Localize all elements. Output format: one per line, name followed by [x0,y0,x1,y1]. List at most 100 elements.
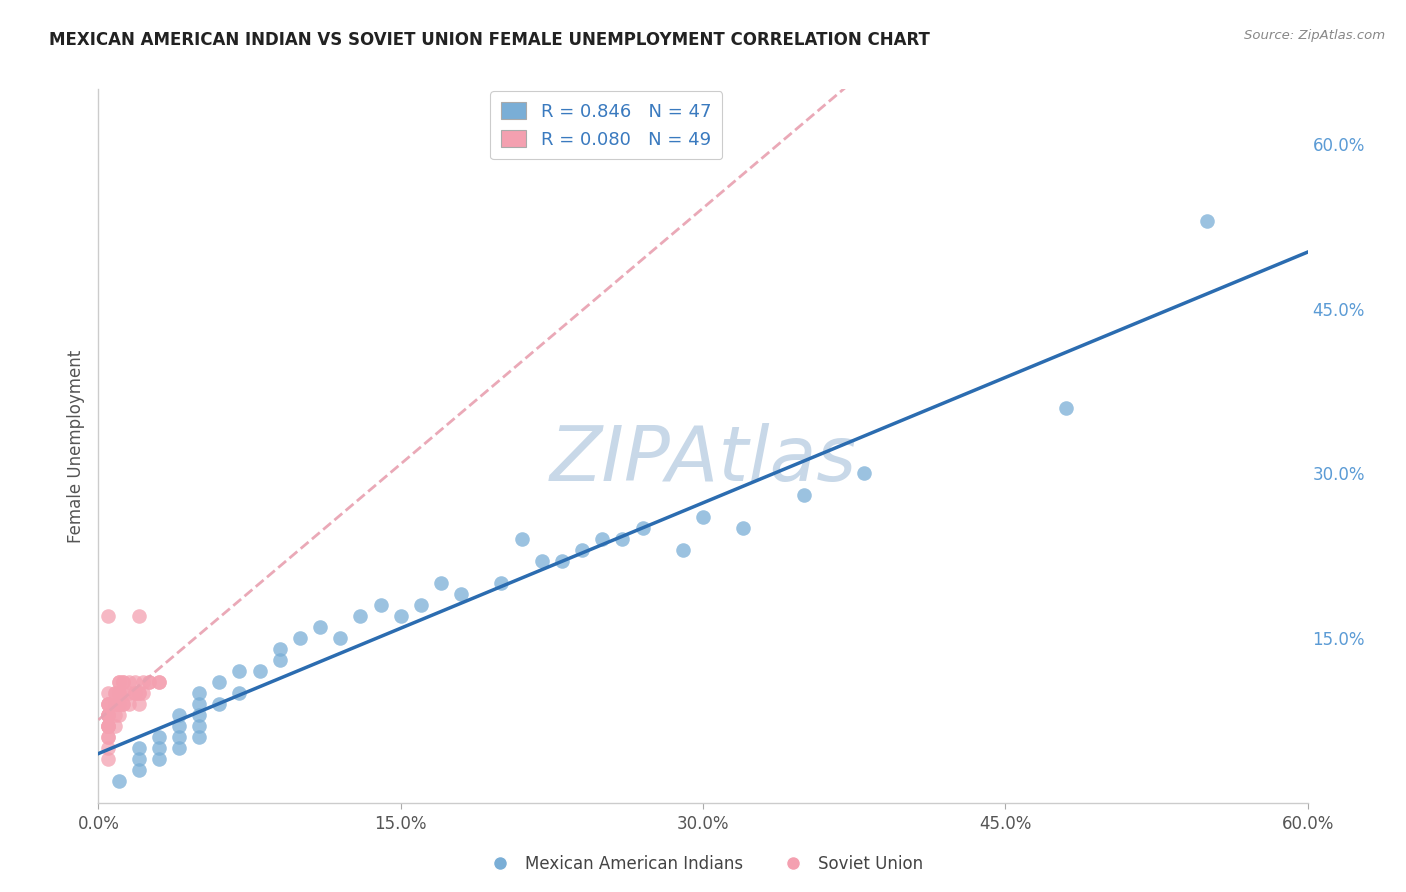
Point [103,686,125,700]
Point [571,543,593,558]
Point [103,719,125,733]
Point [107,708,129,723]
Point [124,686,146,700]
Point [97,686,120,700]
Point [430,576,453,591]
Point [128,686,150,700]
Point [450,587,472,601]
Point [107,697,129,711]
Point [128,740,150,755]
Point [249,664,271,678]
Legend: R = 0.846   N = 47, R = 0.080   N = 49: R = 0.846 N = 47, R = 0.080 N = 49 [491,91,723,160]
Point [128,697,150,711]
Point [551,554,574,568]
Point [97,708,120,723]
Point [111,697,134,711]
Point [208,697,231,711]
Point [107,697,129,711]
Y-axis label: Female Unemployment: Female Unemployment [66,350,84,542]
Point [97,740,120,755]
Point [138,675,160,690]
Point [733,521,755,535]
Point [409,598,432,612]
Point [118,697,141,711]
Point [631,521,654,535]
Point [269,653,291,667]
Point [103,708,125,723]
Point [148,675,170,690]
Point [188,708,211,723]
Point [148,675,170,690]
Point [128,763,150,777]
Point [148,740,170,755]
Point [97,708,120,723]
Point [97,752,120,766]
Point [128,752,150,766]
Text: ZIPAtlas: ZIPAtlas [550,424,856,497]
Point [188,686,211,700]
Point [138,675,160,690]
Point [349,609,371,624]
Point [309,620,332,634]
Point [97,609,120,624]
Point [97,697,120,711]
Point [103,697,125,711]
Point [111,675,134,690]
Point [269,642,291,657]
Point [97,708,120,723]
Point [491,576,513,591]
Point [107,686,129,700]
Point [97,719,120,733]
Point [97,719,120,733]
Point [167,719,190,733]
Point [389,609,412,624]
Point [288,631,311,645]
Point [107,686,129,700]
Point [672,543,695,558]
Point [853,467,876,481]
Point [118,686,141,700]
Point [111,675,134,690]
Point [612,533,634,547]
Point [118,675,141,690]
Point [188,697,211,711]
Point [530,554,553,568]
Point [107,773,129,788]
Legend: Mexican American Indians, Soviet Union: Mexican American Indians, Soviet Union [477,848,929,880]
Point [103,686,125,700]
Point [208,675,231,690]
Point [132,675,155,690]
Text: MEXICAN AMERICAN INDIAN VS SOVIET UNION FEMALE UNEMPLOYMENT CORRELATION CHART: MEXICAN AMERICAN INDIAN VS SOVIET UNION … [49,31,931,49]
Point [103,697,125,711]
Point [97,719,120,733]
Point [1195,214,1218,228]
Point [228,686,250,700]
Point [124,675,146,690]
Point [188,730,211,744]
Point [132,686,155,700]
Point [793,488,815,502]
Point [1054,401,1077,415]
Point [148,730,170,744]
Point [97,708,120,723]
Point [97,730,120,744]
Point [167,730,190,744]
Point [107,675,129,690]
Point [329,631,352,645]
Point [97,697,120,711]
Point [111,697,134,711]
Point [148,752,170,766]
Point [510,533,533,547]
Point [591,533,613,547]
Point [370,598,392,612]
Point [97,697,120,711]
Point [167,740,190,755]
Point [97,730,120,744]
Point [107,675,129,690]
Point [692,510,714,524]
Point [188,719,211,733]
Point [124,686,146,700]
Point [111,686,134,700]
Point [128,686,150,700]
Point [228,664,250,678]
